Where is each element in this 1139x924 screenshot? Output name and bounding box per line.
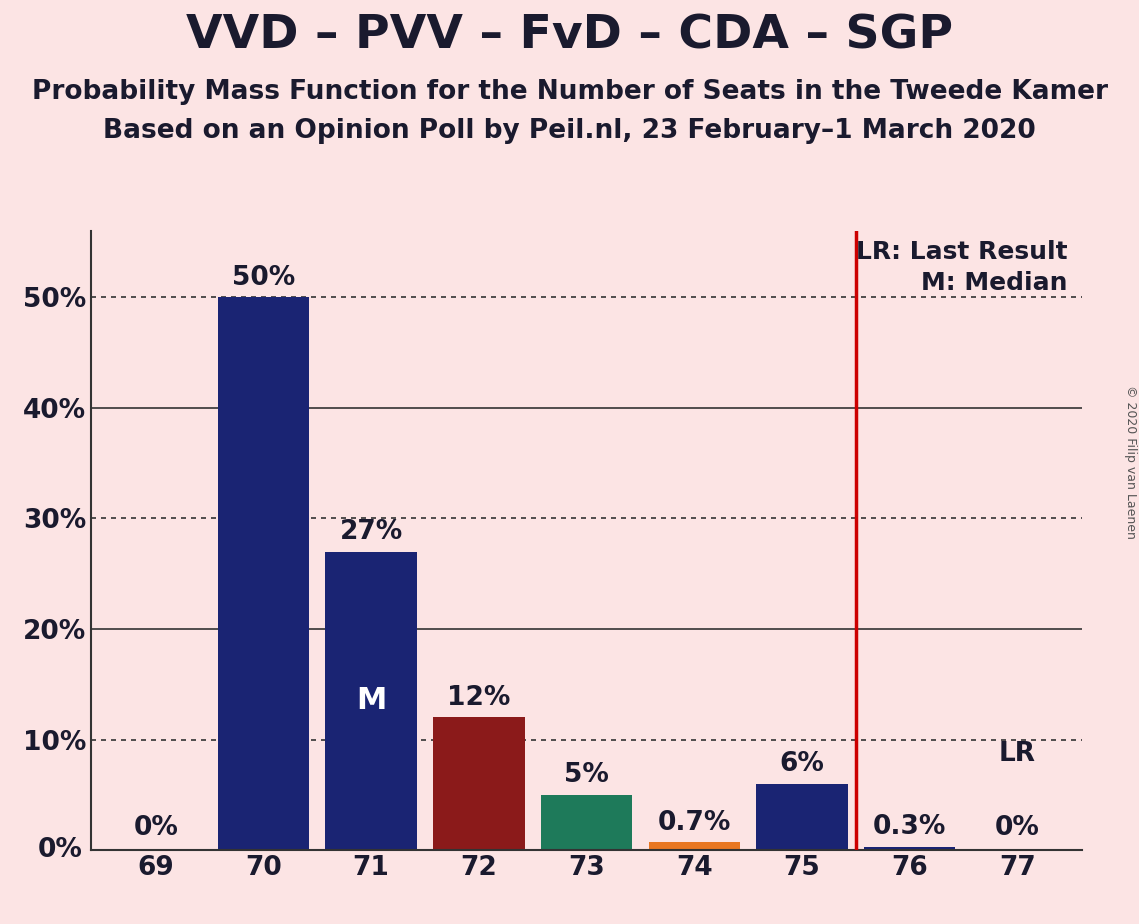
Bar [648,843,740,850]
Text: 0%: 0% [995,815,1040,841]
Bar [865,846,956,850]
Bar [756,784,847,850]
Bar [433,717,525,850]
Text: LR: Last Result: LR: Last Result [855,240,1067,264]
Bar [541,795,632,850]
Text: Based on an Opinion Poll by Peil.nl, 23 February–1 March 2020: Based on an Opinion Poll by Peil.nl, 23 … [104,118,1035,144]
Text: 12%: 12% [448,685,510,711]
Bar [326,552,417,850]
Text: 0.3%: 0.3% [872,814,947,840]
Text: 6%: 6% [779,751,825,777]
Text: VVD – PVV – FvD – CDA – SGP: VVD – PVV – FvD – CDA – SGP [186,14,953,59]
Text: 0%: 0% [133,815,178,841]
Text: Probability Mass Function for the Number of Seats in the Tweede Kamer: Probability Mass Function for the Number… [32,79,1107,104]
Bar [218,298,309,850]
Text: M: M [357,687,386,715]
Text: 0.7%: 0.7% [657,809,731,835]
Text: 5%: 5% [564,762,609,788]
Text: © 2020 Filip van Laenen: © 2020 Filip van Laenen [1124,385,1137,539]
Text: 27%: 27% [339,519,403,545]
Text: M: Median: M: Median [920,272,1067,296]
Text: LR: LR [999,741,1036,767]
Text: 0%: 0% [38,837,82,863]
Text: 50%: 50% [232,264,295,291]
